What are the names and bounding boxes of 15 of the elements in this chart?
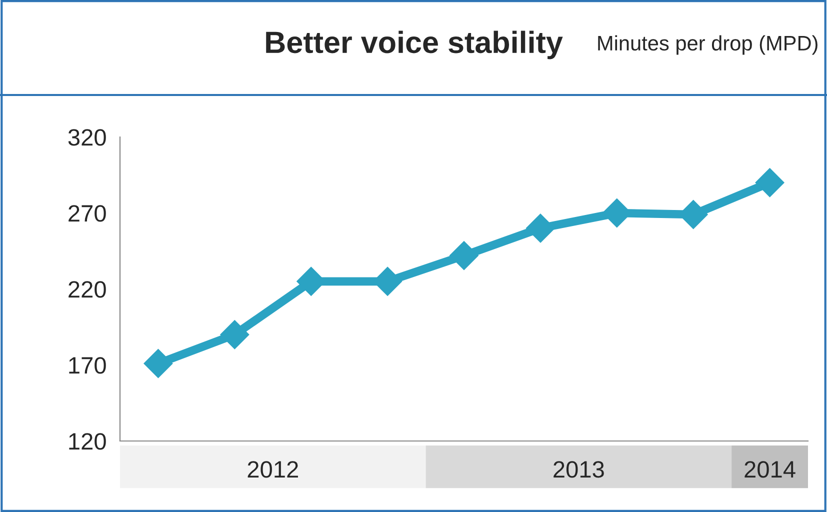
y-tick-label: 270 (68, 205, 106, 222)
point (755, 168, 784, 198)
x-tick-label: 2012 (248, 461, 298, 478)
y-tick-label: 220 (68, 281, 106, 298)
point (220, 320, 250, 350)
y-tick-label: 120 (69, 433, 106, 450)
y-tick-label: 320 (68, 129, 106, 146)
x-tick-label: 2013 (554, 461, 604, 478)
point (526, 214, 555, 243)
x-tick-label: 2014 (744, 461, 796, 478)
y-axis-title: Minutes per drop (MPD) (598, 35, 818, 55)
y-tick-label: 170 (69, 357, 106, 374)
chart-title: Better voice stability (266, 30, 563, 60)
point (144, 349, 173, 378)
point (450, 241, 478, 270)
